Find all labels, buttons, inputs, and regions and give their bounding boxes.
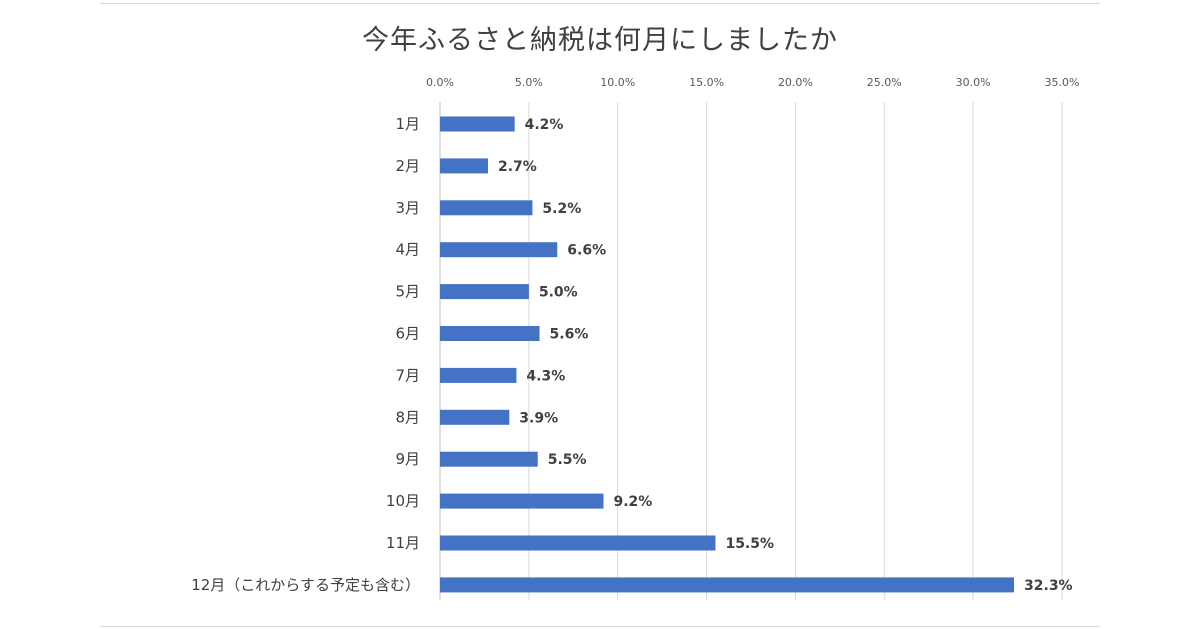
x-tick-labels: 0.0% 5.0% 10.0% 15.0% 20.0% 25.0% 30.0% 35.0% bbox=[426, 76, 1079, 89]
frame-top-border bbox=[100, 3, 1100, 4]
bar bbox=[440, 242, 558, 258]
bar bbox=[440, 577, 1015, 593]
category-label: 7月 bbox=[395, 366, 420, 384]
data-label: 5.6% bbox=[550, 327, 589, 343]
bar bbox=[440, 116, 515, 132]
bar bbox=[440, 451, 538, 467]
data-label: 3.9% bbox=[519, 410, 558, 426]
data-label: 9.2% bbox=[613, 494, 652, 510]
data-label: 6.6% bbox=[567, 243, 606, 259]
category-label: 8月 bbox=[395, 408, 420, 426]
data-label: 4.2% bbox=[525, 117, 564, 133]
bar bbox=[440, 493, 604, 509]
category-label: 6月 bbox=[395, 325, 420, 343]
category-label: 2月 bbox=[395, 157, 420, 175]
x-tick-label: 30.0% bbox=[956, 76, 991, 89]
category-labels: 1月 2月 3月 4月 5月 6月 7月 8月 9月 10月 11月 12月（これからする予定も含む） bbox=[191, 115, 420, 594]
bar bbox=[440, 200, 533, 216]
category-label: 3月 bbox=[395, 199, 420, 217]
x-tick-label: 10.0% bbox=[600, 76, 635, 89]
data-labels: 4.2% 2.7% 5.2% 6.6% 5.0% 5.6% 4.3% 3.9% 5.5% 9.2%… bbox=[498, 117, 1073, 594]
data-label: 32.3% bbox=[1024, 578, 1073, 594]
gridlines bbox=[439, 102, 1063, 600]
frame-bottom-border bbox=[100, 626, 1100, 627]
category-label: 5月 bbox=[395, 283, 420, 301]
category-label: 12月（これからする予定も含む） bbox=[191, 576, 420, 594]
x-tick-label: 25.0% bbox=[867, 76, 902, 89]
category-label: 1月 bbox=[395, 115, 420, 133]
category-label: 10月 bbox=[386, 492, 420, 510]
data-label: 4.3% bbox=[526, 368, 565, 384]
category-label: 4月 bbox=[395, 241, 420, 259]
bar bbox=[440, 284, 529, 300]
category-label: 11月 bbox=[386, 534, 420, 552]
bar bbox=[440, 535, 716, 551]
x-tick-label: 5.0% bbox=[515, 76, 543, 89]
x-tick-label: 0.0% bbox=[426, 76, 454, 89]
x-tick-label: 35.0% bbox=[1045, 76, 1080, 89]
bar bbox=[440, 409, 510, 425]
chart-title: 今年ふるさと納税は何月にしましたか bbox=[362, 25, 838, 56]
data-label: 15.5% bbox=[725, 536, 774, 552]
data-label: 5.5% bbox=[548, 452, 587, 468]
x-tick-label: 20.0% bbox=[778, 76, 813, 89]
bar bbox=[440, 158, 488, 174]
category-label: 9月 bbox=[395, 450, 420, 468]
x-tick-label: 15.0% bbox=[689, 76, 724, 89]
bars bbox=[440, 116, 1015, 593]
bar bbox=[440, 367, 517, 383]
data-label: 2.7% bbox=[498, 159, 537, 175]
bar bbox=[440, 326, 540, 341]
data-label: 5.2% bbox=[542, 201, 581, 217]
data-label: 5.0% bbox=[539, 285, 578, 301]
